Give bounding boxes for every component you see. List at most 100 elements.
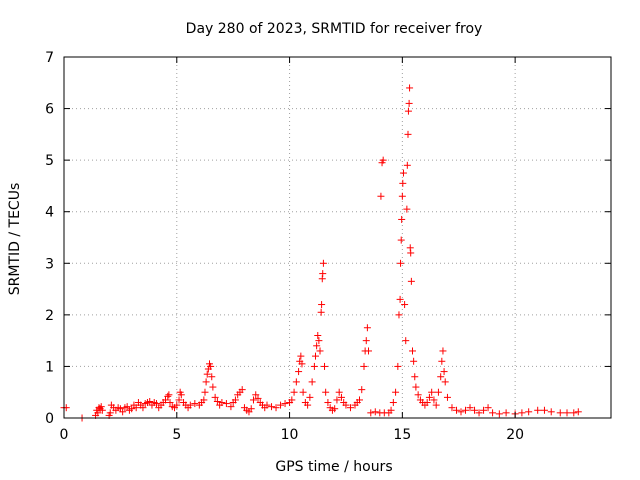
data-point: [186, 401, 194, 409]
x-tick-label: 10: [281, 427, 299, 443]
data-point: [146, 397, 154, 405]
data-point: [484, 404, 492, 412]
data-point: [409, 347, 417, 355]
data-point: [321, 362, 329, 370]
data-point: [211, 393, 219, 401]
y-tick-label: 0: [45, 411, 54, 427]
data-point: [403, 205, 411, 213]
data-point: [401, 301, 409, 309]
x-axis-label: GPS time / hours: [275, 459, 392, 475]
data-point: [175, 396, 183, 404]
data-point: [434, 388, 442, 396]
y-tick-label: 4: [45, 205, 54, 221]
data-point: [263, 401, 271, 409]
data-point: [201, 388, 209, 396]
data-point: [164, 392, 172, 400]
data-point: [423, 399, 431, 407]
data-point: [502, 409, 510, 417]
data-point: [358, 386, 366, 394]
data-point: [407, 249, 415, 257]
data-point: [403, 161, 411, 169]
data-point: [166, 399, 174, 407]
data-point: [377, 192, 385, 200]
data-point: [402, 337, 410, 345]
data-point: [397, 236, 405, 244]
data-point: [208, 373, 216, 381]
data-point: [132, 404, 140, 412]
data-point: [437, 373, 445, 381]
data-point: [213, 397, 221, 405]
data-point: [119, 408, 127, 416]
data-point: [162, 396, 170, 404]
data-point: [295, 368, 303, 376]
data-point: [94, 409, 102, 417]
data-point: [425, 393, 433, 401]
data-point: [406, 84, 414, 92]
data-point: [317, 308, 325, 316]
data-point: [319, 270, 327, 278]
data-point: [443, 393, 451, 401]
data-point: [247, 405, 255, 413]
data-point: [337, 393, 345, 401]
data-point: [387, 406, 395, 414]
data-point: [495, 410, 503, 418]
data-point: [439, 347, 447, 355]
data-point: [249, 396, 257, 404]
data-point: [238, 386, 246, 394]
data-point: [173, 401, 181, 409]
data-point: [106, 409, 114, 417]
data-point: [518, 409, 526, 417]
data-point: [411, 373, 419, 381]
data-point: [379, 156, 387, 164]
axis-ticks: 0 5 10 15 20 0 1 2 3 4 5 6 7: [45, 50, 611, 443]
data-point: [177, 391, 185, 399]
data-point: [432, 401, 440, 409]
data-point: [315, 337, 323, 345]
data-point: [324, 399, 332, 407]
data-point: [304, 401, 312, 409]
data-point: [310, 362, 318, 370]
data-point: [277, 401, 285, 409]
data-point: [365, 347, 373, 355]
data-point: [466, 404, 474, 412]
data-point: [534, 406, 542, 414]
data-point: [152, 400, 160, 408]
data-point: [128, 405, 136, 413]
data-point: [452, 406, 460, 414]
data-point: [281, 400, 289, 408]
y-tick-label: 6: [45, 102, 54, 118]
data-point: [342, 401, 350, 409]
y-tick-label: 5: [45, 153, 54, 169]
data-point: [312, 352, 320, 360]
data-point: [414, 391, 422, 399]
data-point: [407, 277, 415, 285]
data-point: [410, 357, 418, 365]
data-point: [563, 409, 571, 417]
data-point: [202, 378, 210, 386]
data-point: [331, 405, 339, 413]
data-point: [547, 408, 555, 416]
data-point: [288, 396, 296, 404]
data-point: [299, 388, 307, 396]
data-point: [462, 406, 470, 414]
data-point: [209, 383, 217, 391]
y-tick-label: 3: [45, 256, 54, 272]
data-point: [322, 388, 330, 396]
x-tick-label: 5: [172, 427, 181, 443]
data-point: [438, 357, 446, 365]
data-point: [397, 259, 405, 267]
data-point: [389, 399, 397, 407]
data-points: [60, 84, 582, 422]
data-point: [405, 99, 413, 107]
data-point: [123, 403, 131, 411]
data-point: [457, 408, 465, 416]
data-point: [316, 347, 324, 355]
x-tick-label: 0: [60, 427, 69, 443]
data-point: [404, 107, 412, 115]
data-point: [254, 394, 262, 402]
data-point: [222, 400, 230, 408]
data-point: [139, 404, 147, 412]
data-point: [398, 215, 406, 223]
x-tick-label: 15: [393, 427, 411, 443]
